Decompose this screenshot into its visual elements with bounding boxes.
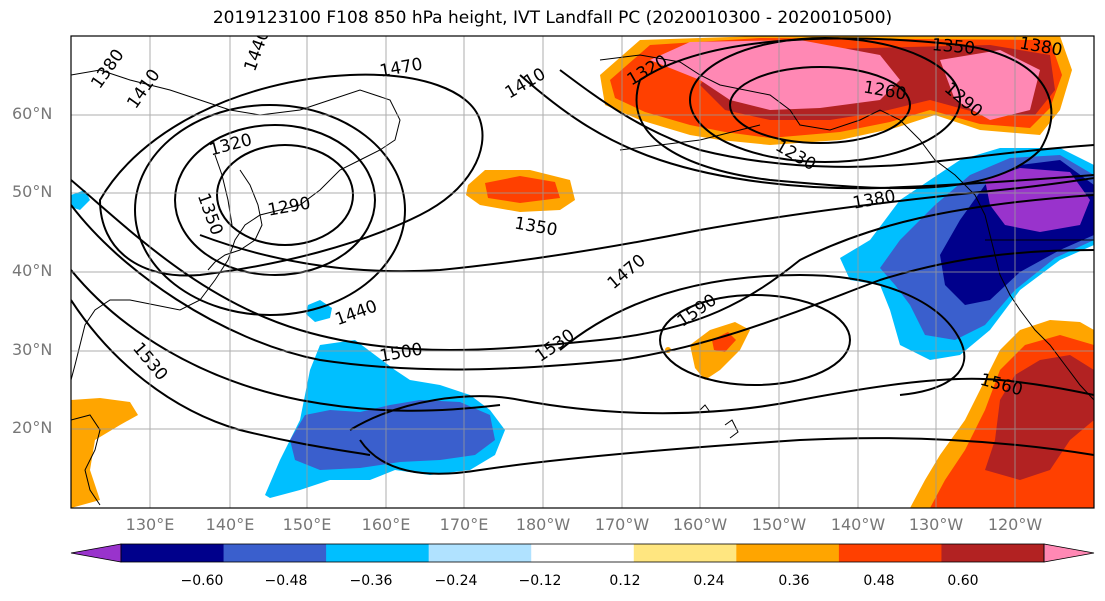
colorbar-tick-label: 0.12 [609,573,641,589]
lat-label: 30°N [12,340,53,359]
lon-label: 140°E [205,515,255,534]
colorbar-tick-label: −0.24 [434,573,478,589]
lat-label: 20°N [12,418,53,437]
colorbar-segment [223,544,327,562]
colorbar-tick-label: −0.36 [349,573,393,589]
lon-label: 160°W [672,515,728,534]
lon-label: 150°W [751,515,807,534]
colorbar-segment [326,544,430,562]
colorbar-tick-label: 0.24 [693,573,725,589]
colorbar-segment [736,544,840,562]
lon-label: 130°W [908,515,964,534]
lon-label: 180°W [515,515,571,534]
colorbar-segment [531,544,635,562]
colorbar-tick-label: −0.12 [518,573,562,589]
colorbar-segment [121,544,225,562]
lat-label: 60°N [12,104,53,123]
lat-label: 50°N [12,182,53,201]
lon-label: 160°E [361,515,411,534]
lat-label: 40°N [12,261,53,280]
map-title: 2019123100 F108 850 hPa height, IVT Land… [212,8,893,28]
lon-label: 130°E [125,515,175,534]
colorbar [70,543,1095,563]
colorbar-segment [941,544,1045,562]
contour-label: 1350 [931,35,976,59]
lon-label: 170°E [439,515,489,534]
lon-label: 120°W [987,515,1043,534]
colorbar-segment [428,544,532,562]
colorbar-tick-label: 0.60 [947,573,979,589]
colorbar-tick-label: −0.60 [180,573,224,589]
colorbar-tick-label: 0.36 [778,573,810,589]
colorbar-tick-label: −0.48 [264,573,308,589]
colorbar-tick-label: 0.48 [863,573,895,589]
colorbar-extend-min [70,543,122,563]
colorbar-segment [838,544,942,562]
colorbar-outline [120,543,1045,563]
height-contours [71,37,1094,475]
map-frame [70,35,1095,509]
colorbar-segment [633,544,737,562]
lon-label: 150°E [282,515,332,534]
lon-label: 140°W [830,515,886,534]
lon-label: 170°W [594,515,650,534]
colorbar-extend-max [1043,543,1095,563]
gridlines [71,36,1094,508]
